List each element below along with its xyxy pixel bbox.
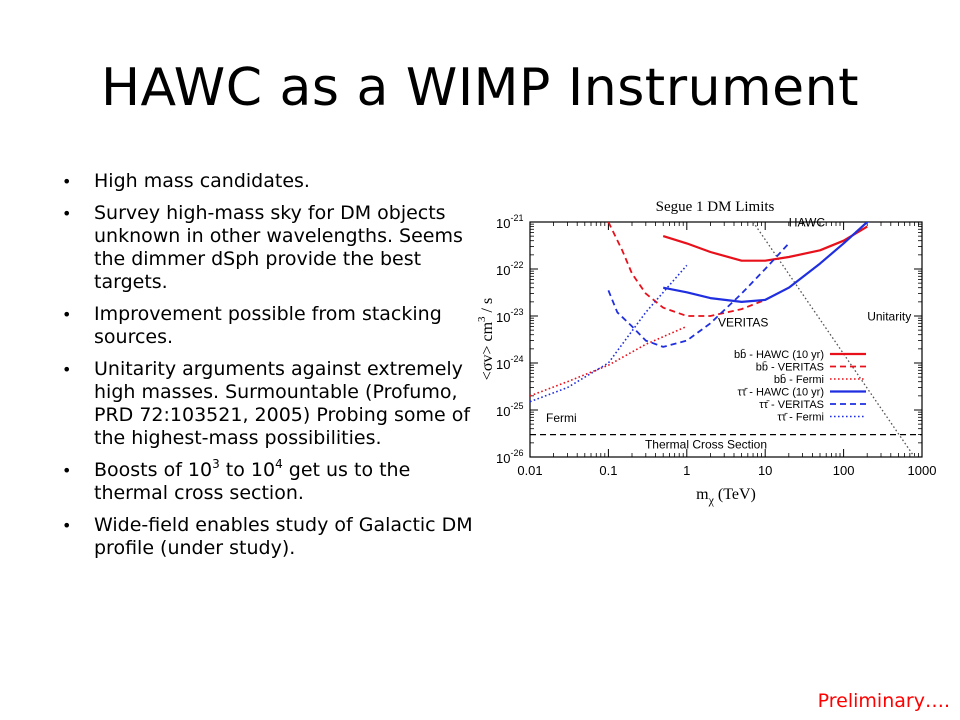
y-tick-base: 10 bbox=[496, 404, 510, 419]
y-tick-label: 10-25 bbox=[496, 401, 523, 419]
y-tick-label: 10-21 bbox=[496, 213, 523, 231]
slide-title: HAWC as a WIMP Instrument bbox=[100, 58, 860, 118]
series-line bbox=[662, 222, 870, 304]
y-tick-base: 10 bbox=[496, 263, 510, 278]
y-tick-exponent: -22 bbox=[510, 260, 523, 270]
legend-label: bb̄ - Fermi bbox=[774, 373, 824, 386]
y-tick-label: 10-22 bbox=[496, 260, 523, 278]
bullet-text: Boosts of 10 bbox=[94, 459, 213, 481]
bullet-text: Survey high-mass sky for DM objects unkn… bbox=[94, 202, 463, 293]
y-tick-label: 10-26 bbox=[496, 448, 523, 466]
series-line bbox=[662, 225, 868, 262]
bullet-item: • Survey high-mass sky for DM objects unk… bbox=[62, 202, 482, 294]
x-axis-label: mχ (TeV) bbox=[696, 486, 756, 507]
series-line bbox=[530, 325, 688, 397]
bullet-dot-icon: • bbox=[62, 204, 72, 223]
y-tick-label: 10-23 bbox=[496, 307, 523, 325]
plot-frame bbox=[529, 221, 923, 458]
x-tick-label: 1000 bbox=[908, 463, 937, 478]
legend-label: bb̄ - HAWC (10 yr) bbox=[734, 348, 824, 361]
bullet-item: • Boosts of 103 to 104 get us to the ther… bbox=[62, 457, 482, 505]
segue1-dm-limits-chart: Segue 1 DM Limits 0.01 0.1 1 10 100 100010-21… bbox=[476, 199, 936, 507]
bullet-dot-icon: • bbox=[62, 172, 72, 191]
legend-label: ττ̄ - HAWC (10 yr) bbox=[737, 387, 824, 399]
x-tick-label: 0.01 bbox=[517, 463, 542, 478]
axis-ticks: 0.01 0.1 1 10 100 100010-2110-2210-2310-2410-… bbox=[496, 213, 936, 478]
series-line bbox=[607, 242, 790, 348]
annotation-label: Unitarity bbox=[867, 310, 911, 324]
thermal-cross-section-label: Thermal Cross Section bbox=[645, 438, 767, 452]
bullet-dot-icon: • bbox=[62, 461, 72, 480]
y-tick-base: 10 bbox=[496, 216, 510, 231]
bullet-list: • High mass candidates. • Survey high-mass … bbox=[62, 170, 482, 569]
bullet-text: Improvement possible from stacking sourc… bbox=[94, 303, 442, 348]
bullet-item: • Improvement possible from stacking sour… bbox=[62, 303, 482, 349]
bullet-dot-icon: • bbox=[62, 516, 72, 535]
y-tick-exponent: -26 bbox=[510, 448, 523, 458]
x-tick-label: 100 bbox=[833, 463, 855, 478]
series-line bbox=[607, 222, 790, 317]
y-tick-base: 10 bbox=[496, 357, 510, 372]
annotation-label: Fermi bbox=[546, 411, 577, 425]
bullet-item: • Unitarity arguments against extremely h… bbox=[62, 358, 482, 450]
bullet-text: Unitarity arguments against extremely hi… bbox=[94, 358, 471, 449]
y-tick-exponent: -25 bbox=[510, 401, 523, 411]
bullet-text: High mass candidates. bbox=[94, 170, 310, 192]
y-tick-label: 10-24 bbox=[496, 354, 523, 372]
bullet-text: to 10 bbox=[219, 459, 276, 481]
bullet-dot-icon: • bbox=[62, 360, 72, 379]
unitarity-line bbox=[752, 222, 915, 457]
y-tick-exponent: -24 bbox=[510, 354, 523, 364]
y-tick-exponent: -21 bbox=[510, 213, 523, 223]
superscript: 3 bbox=[212, 457, 220, 471]
y-tick-base: 10 bbox=[496, 310, 510, 325]
preliminary-note: Preliminary…. bbox=[817, 690, 950, 712]
y-tick-base: 10 bbox=[496, 451, 510, 466]
y-tick-exponent: -23 bbox=[510, 307, 523, 317]
legend-label: ττ̄ - Fermi bbox=[777, 412, 824, 424]
superscript: 4 bbox=[275, 457, 283, 471]
annotation-label: HAWC bbox=[789, 216, 826, 230]
y-axis-label: <σv> cm3 / s bbox=[476, 298, 496, 380]
x-tick-label: 0.1 bbox=[599, 463, 617, 478]
bullet-text: get us to the thermal cross section. bbox=[94, 459, 411, 504]
x-tick-label: 10 bbox=[758, 463, 772, 478]
bullet-dot-icon: • bbox=[62, 305, 72, 324]
legend-label: ττ̄ - VERITAS bbox=[759, 399, 824, 411]
bullet-item: • High mass candidates. bbox=[62, 170, 482, 193]
legend-label: bb̄ - VERITAS bbox=[756, 361, 824, 374]
annotations: HAWC VERITAS Unitarity Fermi Thermal Cross S… bbox=[546, 216, 911, 452]
annotation-label: VERITAS bbox=[718, 315, 768, 329]
series-layer bbox=[530, 222, 922, 457]
x-tick-label: 1 bbox=[683, 463, 690, 478]
series-line bbox=[530, 264, 688, 403]
bullet-text: Wide-field enables study of Galactic DM … bbox=[94, 514, 473, 559]
chart-title: Segue 1 DM Limits bbox=[656, 199, 775, 215]
bullet-item: • Wide-field enables study of Galactic DM… bbox=[62, 514, 482, 560]
